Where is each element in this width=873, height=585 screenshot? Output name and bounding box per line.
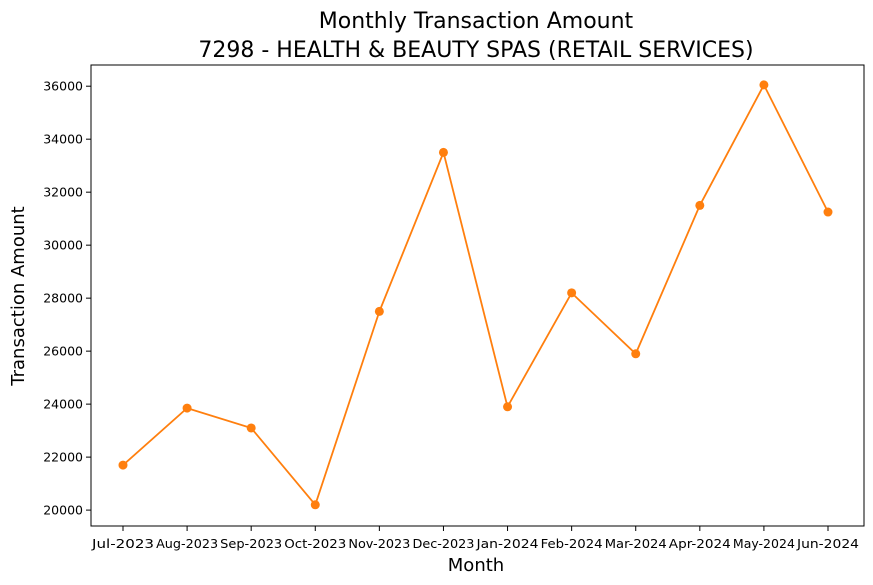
x-tick-label: Jul-2023: [91, 536, 154, 551]
data-point: [438, 147, 448, 157]
plot-area: [90, 64, 865, 527]
data-point: [182, 403, 192, 413]
data-point: [310, 500, 320, 510]
x-tick-label: Jun-2024: [796, 536, 859, 551]
data-point: [374, 306, 384, 316]
x-tick-label: Nov-2023: [348, 536, 410, 551]
x-tick-label: Dec-2023: [412, 536, 474, 551]
data-point: [823, 207, 833, 217]
x-tick-label: Oct-2023: [284, 536, 346, 551]
x-tick-label: May-2024: [733, 536, 795, 551]
data-points: [118, 80, 833, 510]
y-tick-label: 30000: [43, 238, 83, 253]
y-tick-label: 36000: [43, 79, 83, 94]
y-tick-label: 24000: [43, 397, 83, 412]
y-axis: 20000 22000 24000 26000 28000 30000 32000 34000…: [43, 79, 91, 518]
data-point: [695, 200, 705, 210]
data-point: [759, 80, 769, 90]
chart-title: Monthly Transaction Amount: [319, 9, 634, 34]
y-axis-label: Transaction Amount: [8, 206, 29, 386]
y-tick-label: 26000: [43, 344, 83, 359]
y-tick-label: 28000: [43, 291, 83, 306]
data-point: [567, 288, 577, 298]
x-tick-label: Apr-2024: [669, 536, 731, 551]
x-tick-label: Aug-2023: [156, 536, 218, 551]
data-point: [503, 402, 513, 412]
data-point: [246, 423, 256, 433]
y-tick-label: 34000: [43, 132, 83, 147]
x-tick-label: Jan-2024: [475, 536, 538, 551]
x-tick-label: Feb-2024: [541, 536, 603, 551]
y-tick-label: 22000: [43, 450, 83, 465]
chart-subtitle: 7298 - HEALTH & BEAUTY SPAS (RETAIL SERV…: [198, 38, 753, 63]
x-axis-label: Month: [448, 555, 504, 576]
data-point: [631, 349, 641, 359]
x-axis: Jul-2023 Aug-2023 Sep-2023 Oct-2023 Nov-2023…: [91, 526, 859, 551]
y-tick-label: 32000: [43, 185, 83, 200]
data-point: [118, 460, 128, 470]
x-tick-label: Mar-2024: [605, 536, 667, 551]
x-tick-label: Sep-2023: [220, 536, 282, 551]
y-tick-label: 20000: [43, 503, 83, 518]
series-line: [122, 82, 829, 507]
